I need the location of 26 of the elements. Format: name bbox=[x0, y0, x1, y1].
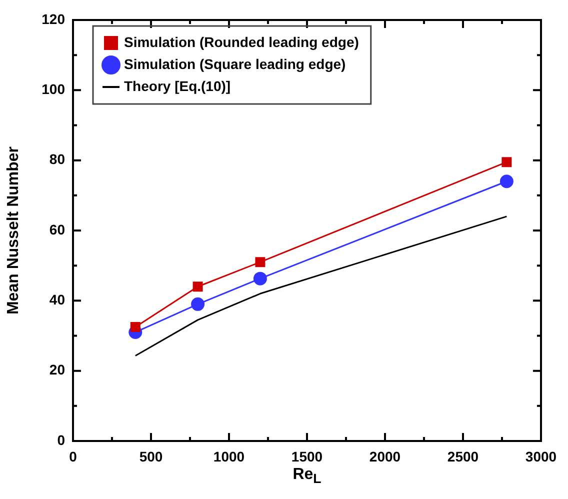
x-tick-label: 3000 bbox=[525, 448, 557, 464]
x-tick-label: 1500 bbox=[291, 448, 323, 464]
x-tick-label: 2500 bbox=[447, 448, 479, 464]
legend-label: Simulation (Square leading edge) bbox=[124, 56, 346, 72]
y-axis-title: Mean Nusselt Number bbox=[5, 146, 22, 315]
point bbox=[255, 257, 266, 268]
x-axis-title: Re$_{L}$ bbox=[292, 466, 322, 486]
point bbox=[502, 157, 512, 168]
y-tick-label: 20 bbox=[49, 362, 66, 378]
y-tick-label: 100 bbox=[42, 81, 66, 98]
legend-label: Simulation (Rounded leading edge) bbox=[124, 34, 359, 50]
y-tick-label: 60 bbox=[49, 221, 66, 238]
x-tick-label: 500 bbox=[139, 448, 163, 464]
point bbox=[500, 174, 514, 188]
x-tick-label: 0 bbox=[69, 448, 78, 464]
legend-label: Theory [Eq.(10)] bbox=[124, 78, 231, 94]
y-tick-label: 40 bbox=[49, 292, 66, 308]
point bbox=[253, 272, 267, 286]
point bbox=[192, 282, 203, 292]
y-tick-label: 120 bbox=[42, 10, 66, 27]
x-tick-label: 2000 bbox=[369, 448, 401, 464]
x-tick-label: 1000 bbox=[213, 448, 245, 464]
point bbox=[130, 322, 140, 332]
point bbox=[191, 297, 205, 311]
y-tick-label: 80 bbox=[49, 151, 66, 168]
y-tick-label: 0 bbox=[57, 432, 66, 448]
